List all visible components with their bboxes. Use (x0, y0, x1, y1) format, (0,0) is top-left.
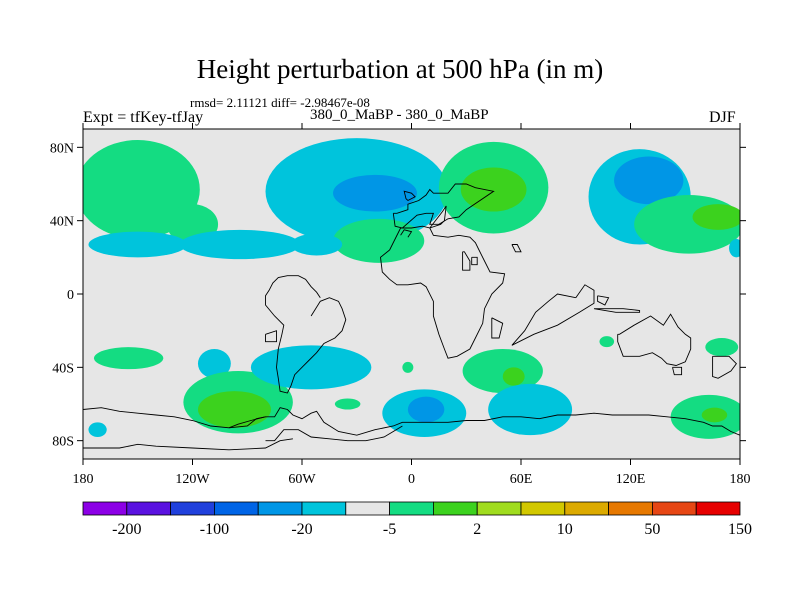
contour-region-10 (460, 167, 527, 212)
coastline-7 (491, 317, 504, 339)
axis-ticks: 180 120W 60W 0 60E 120E 180 80N 40N 0 40S 80S (50, 123, 751, 487)
contour-region-6 (333, 218, 425, 263)
colorbar-box-1 (126, 501, 172, 516)
contour-region-21 (334, 398, 361, 410)
colorbar-box-0 (82, 501, 128, 516)
coastline-1 (83, 438, 293, 451)
colorbar-box-4 (257, 501, 303, 516)
colorbar-box-6 (345, 501, 390, 516)
contour-region-32 (88, 422, 107, 437)
stats-label: rmsd= 2.11121 diff= -2.98467e-08 (190, 95, 370, 110)
x-tick-label-0: 180 (73, 472, 94, 487)
contour-region-15 (729, 239, 740, 258)
coastline-11 (400, 229, 413, 238)
colorbar-box-3 (213, 501, 259, 516)
contour-region-17 (197, 349, 231, 379)
x-tick-label-6: 180 (730, 472, 751, 487)
colorbar-label-6: 50 (644, 521, 660, 538)
colorbar-label-4: 2 (473, 521, 481, 538)
experiment-label: Expt = tfKey-tfJay (83, 109, 204, 126)
colorbar-box-5 (301, 501, 347, 516)
y-tick-label-1: 40N (50, 215, 74, 230)
contour-region-16 (93, 347, 164, 370)
contour-region-27 (488, 383, 573, 436)
contour-region-8 (291, 233, 343, 256)
colorbar-box-12 (608, 501, 653, 516)
x-tick-label-5: 120E (616, 472, 646, 487)
coastline-16 (617, 313, 692, 366)
contour-region-24 (407, 396, 445, 423)
contour-region-31 (705, 338, 739, 357)
coastline-15 (511, 284, 595, 346)
colorbar-box-2 (170, 501, 215, 516)
season-label: DJF (709, 109, 736, 126)
contour-region-26 (502, 367, 525, 386)
contour-region-25 (462, 349, 543, 393)
coastline-19 (593, 308, 641, 313)
colorbar-box-8 (432, 501, 478, 516)
case-label: 380_0_MaBP - 380_0_MaBP (310, 107, 489, 123)
coastline-17 (672, 366, 683, 376)
colorbar-label-7: 150 (728, 521, 752, 538)
x-tick-label-4: 60E (510, 472, 533, 487)
chart-title: Height perturbation at 500 hPa (in m) (196, 54, 604, 84)
contour-region-3 (88, 231, 188, 258)
x-tick-label-2: 60W (288, 472, 316, 487)
colorbar-box-7 (389, 501, 434, 516)
colorbar-box-11 (564, 501, 609, 516)
coastline-9 (403, 190, 416, 201)
contour-fill-layer (83, 138, 740, 439)
colorbar-label-1: -100 (200, 521, 229, 538)
contour-region-12 (614, 156, 684, 205)
coastline-20 (597, 295, 610, 306)
colorbar-label-0: -200 (112, 521, 141, 538)
colorbar-label-5: 10 (557, 521, 573, 538)
colorbar-box-10 (520, 501, 566, 516)
colorbar-label-2: -20 (291, 521, 312, 538)
contour-region-20 (250, 345, 372, 390)
colorbar-box-14 (695, 501, 741, 516)
coastline-18 (712, 355, 737, 379)
colorbar-box-13 (652, 501, 697, 516)
coastline-3 (228, 416, 266, 429)
colorbar: -200 -100 -20 -5 2 10 50 150 (82, 501, 752, 538)
contour-region-28 (599, 336, 615, 348)
coastline-13 (471, 256, 478, 266)
y-tick-label-2: 0 (67, 288, 74, 303)
coastline-14 (511, 244, 522, 253)
contour-region-19 (197, 391, 271, 428)
y-tick-label-4: 80S (52, 435, 74, 450)
y-tick-label-0: 80N (50, 141, 74, 156)
contour-region-14 (692, 204, 740, 230)
coastline-10 (429, 205, 447, 229)
coastline-2 (265, 425, 403, 442)
x-tick-label-3: 0 (408, 472, 415, 487)
contour-region-30 (701, 407, 728, 423)
coastline-6 (380, 225, 506, 359)
y-tick-label-3: 40S (52, 361, 74, 376)
coastline-layer (83, 183, 740, 451)
contour-region-22 (402, 361, 414, 373)
contour-region-7 (179, 229, 301, 260)
colorbar-label-3: -5 (383, 521, 396, 538)
x-tick-label-1: 120W (175, 472, 210, 487)
coastline-8 (392, 183, 495, 229)
contour-region-5 (333, 174, 417, 212)
coastline-5 (265, 330, 277, 343)
coastline-0 (83, 407, 740, 436)
colorbar-box-9 (476, 501, 522, 516)
coastline-4 (265, 275, 347, 394)
coastline-12 (462, 251, 471, 271)
